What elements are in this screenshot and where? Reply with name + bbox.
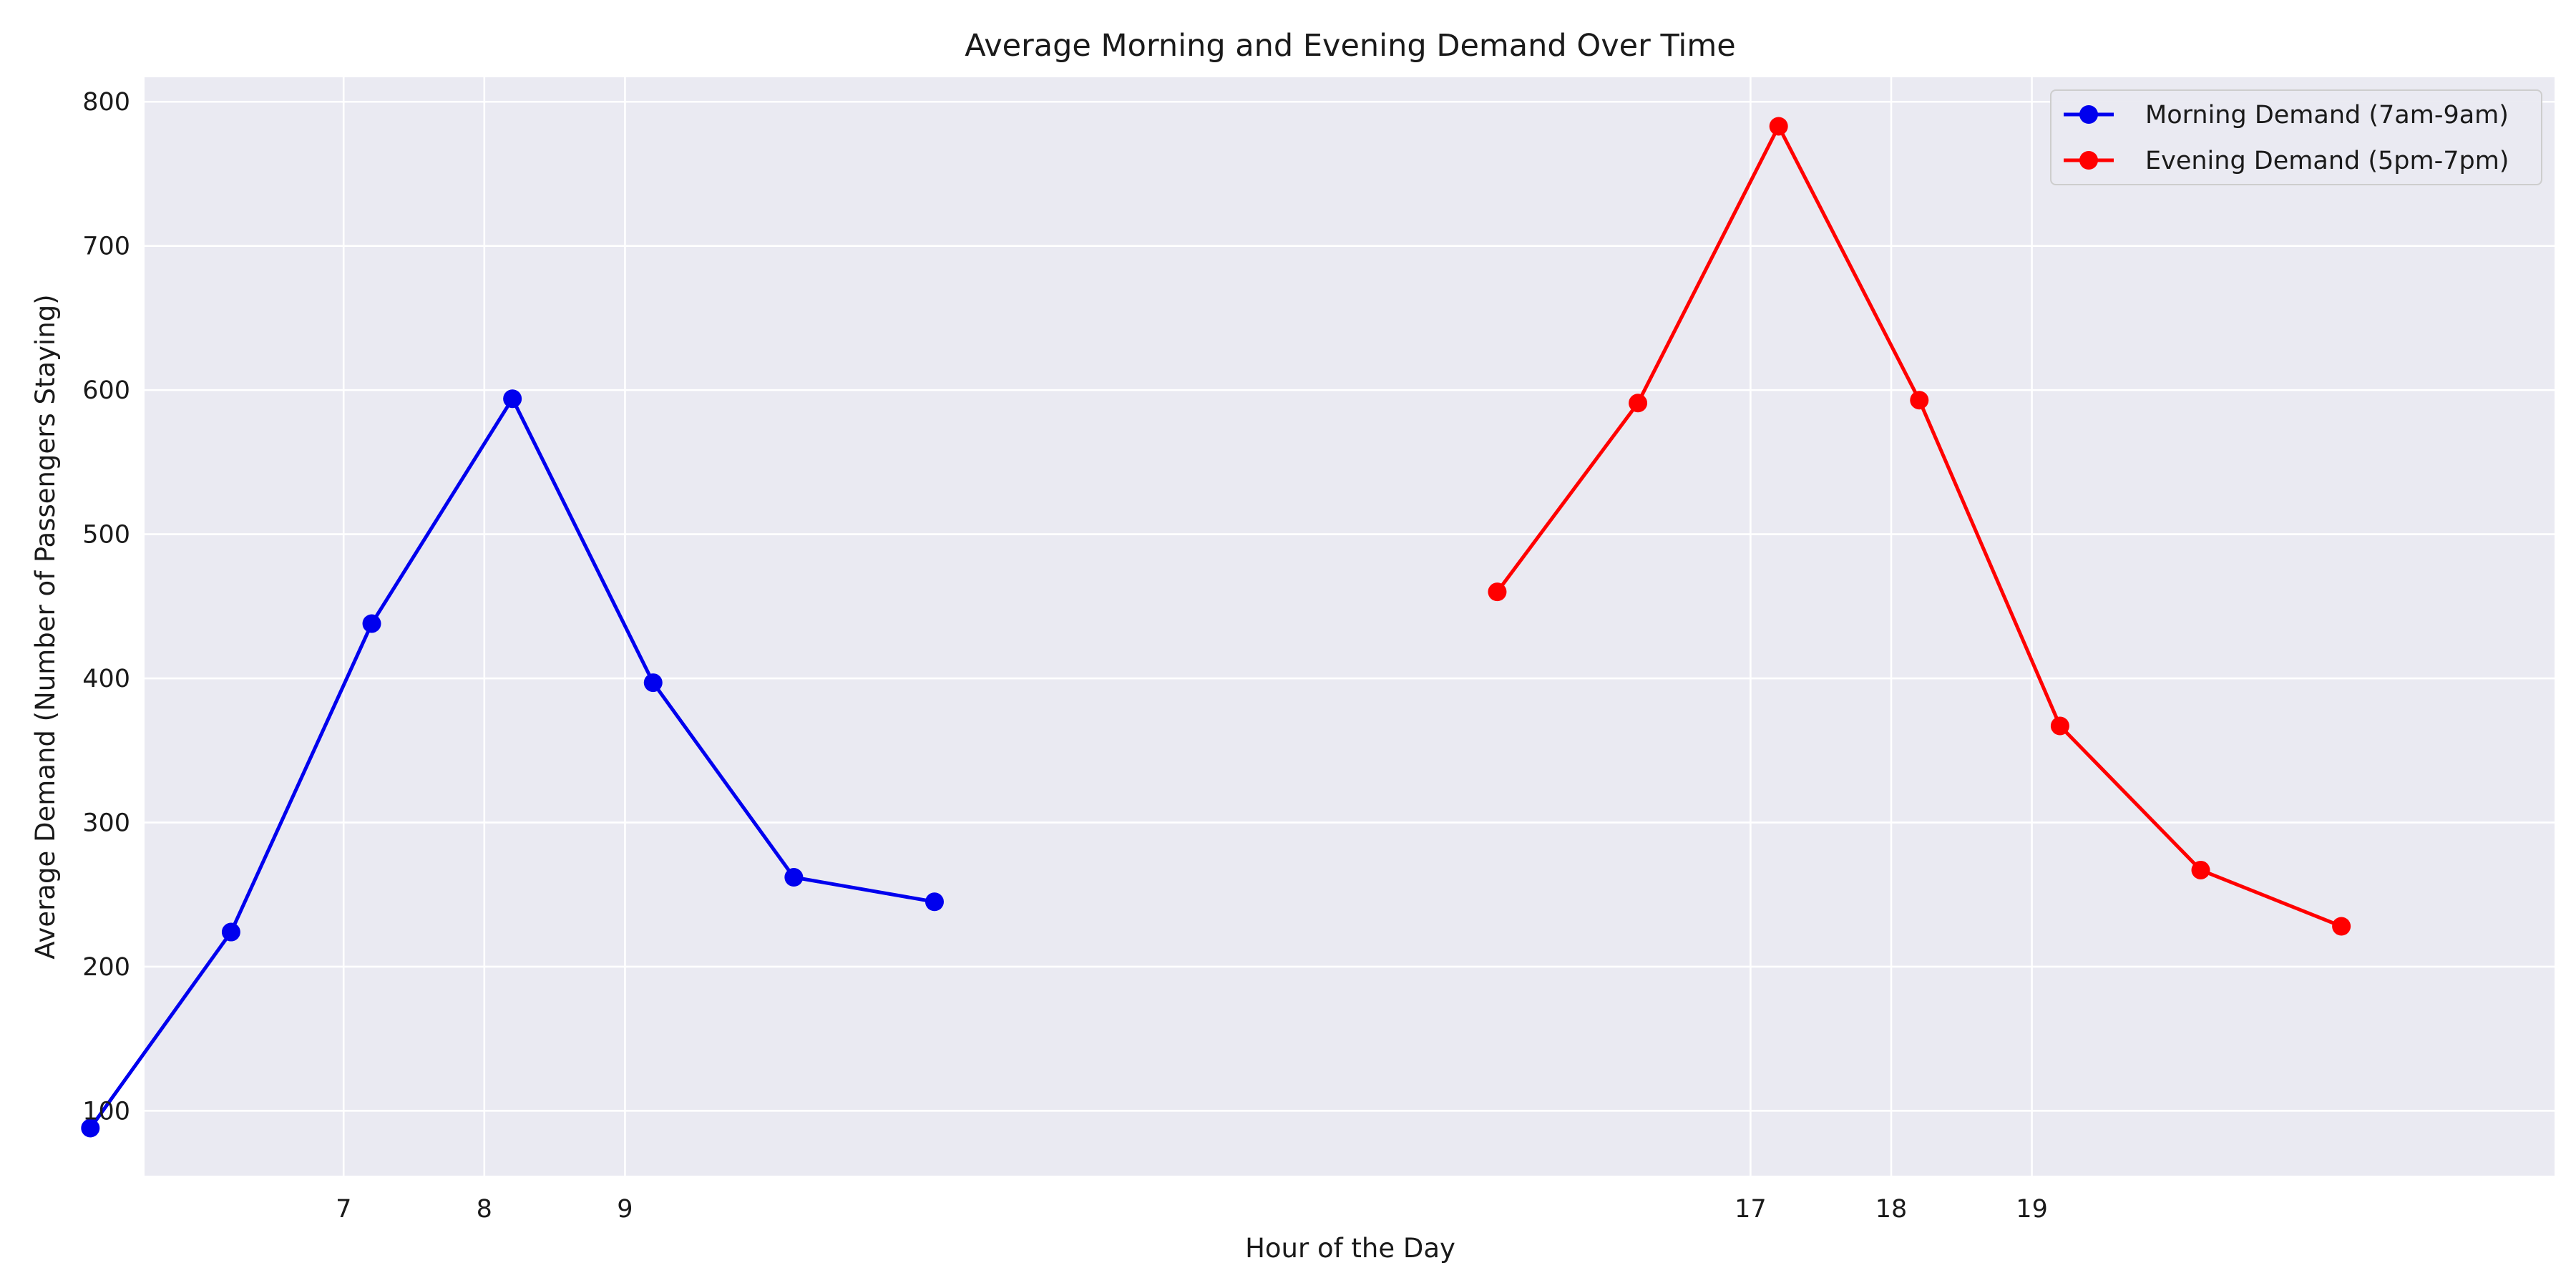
legend-marker (2079, 105, 2098, 124)
y-tick-label: 200 (82, 953, 130, 982)
data-point (362, 614, 381, 633)
y-axis-label: Average Demand (Number of Passengers Sta… (30, 294, 61, 959)
y-tick-label: 700 (82, 233, 130, 261)
x-tick-label: 8 (477, 1195, 492, 1224)
y-tick-label: 600 (82, 376, 130, 405)
y-tick-label: 500 (82, 521, 130, 550)
series-layer (81, 117, 2351, 1138)
x-axis-label: Hour of the Day (1245, 1233, 1455, 1264)
legend-box (2050, 89, 2542, 185)
chart-title: Average Morning and Evening Demand Over … (965, 28, 1735, 64)
legend-item: Evening Demand (5pm-7pm) (2064, 147, 2509, 175)
x-tick-label: 7 (336, 1195, 351, 1224)
grid-lines (145, 77, 2555, 1176)
data-point (81, 1118, 100, 1138)
y-tick-label: 400 (82, 665, 130, 693)
legend-marker (2079, 151, 2098, 170)
x-tick-label: 9 (617, 1195, 633, 1224)
legend-item: Morning Demand (7am-9am) (2064, 101, 2509, 130)
data-point (221, 922, 240, 942)
data-point (503, 389, 522, 409)
data-point (1769, 117, 1788, 136)
series-1 (1488, 117, 2351, 936)
x-tick-label: 17 (1735, 1195, 1767, 1224)
data-point (924, 892, 944, 912)
data-point (643, 673, 663, 693)
data-point (1488, 582, 1507, 602)
legend-label: Evening Demand (5pm-7pm) (2145, 147, 2509, 175)
plot-area (145, 77, 2555, 1176)
x-tick-label: 18 (1875, 1195, 1908, 1224)
y-tick-label: 800 (82, 88, 130, 117)
series-0 (81, 389, 944, 1138)
data-point (1910, 391, 1929, 410)
data-point (2191, 860, 2210, 879)
data-point (784, 868, 804, 887)
data-point (1629, 394, 1648, 413)
x-tick-label: 19 (2016, 1195, 2048, 1224)
y-tick-label: 100 (82, 1097, 130, 1126)
tick-labels: 100 200 300 400 500 600 700 800 7 8 9 17 18 19 (82, 88, 2048, 1224)
data-point (2332, 917, 2351, 936)
data-point (2050, 716, 2069, 736)
legend: Morning Demand (7am-9am) Evening Demand (… (2050, 89, 2542, 185)
y-tick-label: 300 (82, 809, 130, 837)
legend-items: Morning Demand (7am-9am) Evening Demand (… (2064, 101, 2509, 175)
legend-label: Morning Demand (7am-9am) (2145, 101, 2509, 130)
